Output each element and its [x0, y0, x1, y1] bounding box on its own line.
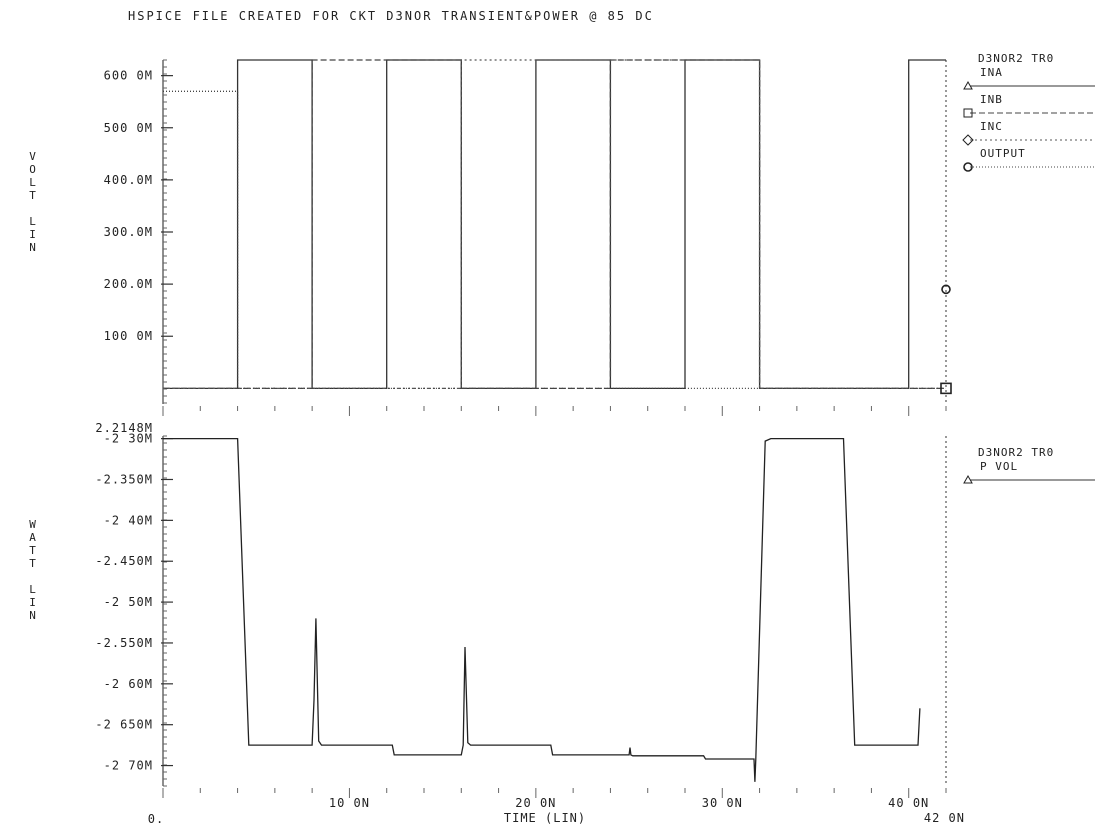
power-y-ticks: 2.2148M-2 30M -2.350M -2 40M -2.450M -2 50M -…: [95, 421, 173, 773]
y-label-char: V: [29, 150, 37, 163]
y-max-label: 2.2148M: [95, 421, 153, 435]
y-tick-label: -2 70M: [104, 759, 153, 773]
y-label-char: O: [29, 163, 37, 176]
y-tick-label: -2.550M: [95, 636, 153, 650]
legend-marker: [962, 134, 974, 146]
legend-entry: P VOL: [980, 460, 1018, 473]
x-end-label: 42 0N: [924, 811, 965, 825]
y-label-char: N: [29, 609, 37, 622]
y-tick-label: 200.0M: [104, 277, 153, 291]
y-label-char: T: [29, 544, 37, 557]
legend-entry: INA: [980, 66, 1003, 79]
legend-marker: [963, 474, 973, 484]
y-tick-label: -2.350M: [95, 472, 153, 486]
y-label-char: T: [29, 189, 37, 202]
y-tick-label: 600 0M: [104, 69, 153, 83]
y-tick-label: -2.450M: [95, 554, 153, 568]
y-tick-label: 500 0M: [104, 121, 153, 135]
legend-marker: [963, 108, 973, 118]
voltage-grid: [162, 59, 947, 416]
x-tick-label: 30 0N: [702, 796, 743, 810]
inb-endpoint-marker: [940, 382, 952, 395]
voltage-y-ticks: 600 0M 500 0M 400.0M 300.0M 200.0M 100 0M: [104, 69, 173, 343]
legend-marker: [963, 80, 973, 90]
series-line-ina: [163, 59, 946, 390]
y-label-char: L: [29, 583, 37, 596]
legend-title: D3NOR2 TR0: [978, 446, 1054, 459]
y-tick-label: -2 60M: [104, 677, 153, 691]
x-tick-label: 0.: [148, 812, 164, 826]
x-axis-label: TIME (LIN): [504, 811, 586, 825]
y-label-char: L: [29, 176, 37, 189]
y-label-char: T: [29, 557, 37, 570]
y-tick-label: -2 650M: [95, 718, 153, 732]
y-tick-label: 400.0M: [104, 173, 153, 187]
legend-entry: INC: [980, 120, 1003, 133]
y-tick-label: 300.0M: [104, 225, 153, 239]
legend-entry: OUTPUT: [980, 147, 1026, 160]
legend-entry: INB: [980, 93, 1003, 106]
y-tick-label: -2 50M: [104, 595, 153, 609]
power-grid: [162, 435, 947, 798]
series-line-inc: [163, 59, 946, 390]
x-tick-label: 10 0N: [329, 796, 370, 810]
y-label-char: W: [29, 518, 37, 531]
y-label-char: I: [29, 228, 37, 241]
y-tick-label: -2 30M: [104, 432, 153, 446]
y-tick-label: -2 40M: [104, 513, 153, 527]
x-tick-label: 40 0N: [888, 796, 929, 810]
y-label-char: L: [29, 215, 37, 228]
x-tick-label: 20 0N: [515, 796, 556, 810]
y-label-char: N: [29, 241, 37, 254]
legend-title: D3NOR2 TR0: [978, 52, 1054, 65]
power-series: [163, 437, 921, 782]
y-tick-label: 100 0M: [104, 329, 153, 343]
series-line-p-vol: [163, 437, 921, 782]
output-endpoint-marker: [941, 284, 951, 295]
legend-marker: [963, 162, 973, 172]
series-line-output: [163, 90, 946, 390]
y-label-char: A: [29, 531, 37, 544]
voltage-series: [163, 59, 952, 395]
chart-title: HSPICE FILE CREATED FOR CKT D3NOR TRANSI…: [128, 9, 654, 23]
y-label-char: I: [29, 596, 37, 609]
series-line-inb: [163, 59, 946, 390]
